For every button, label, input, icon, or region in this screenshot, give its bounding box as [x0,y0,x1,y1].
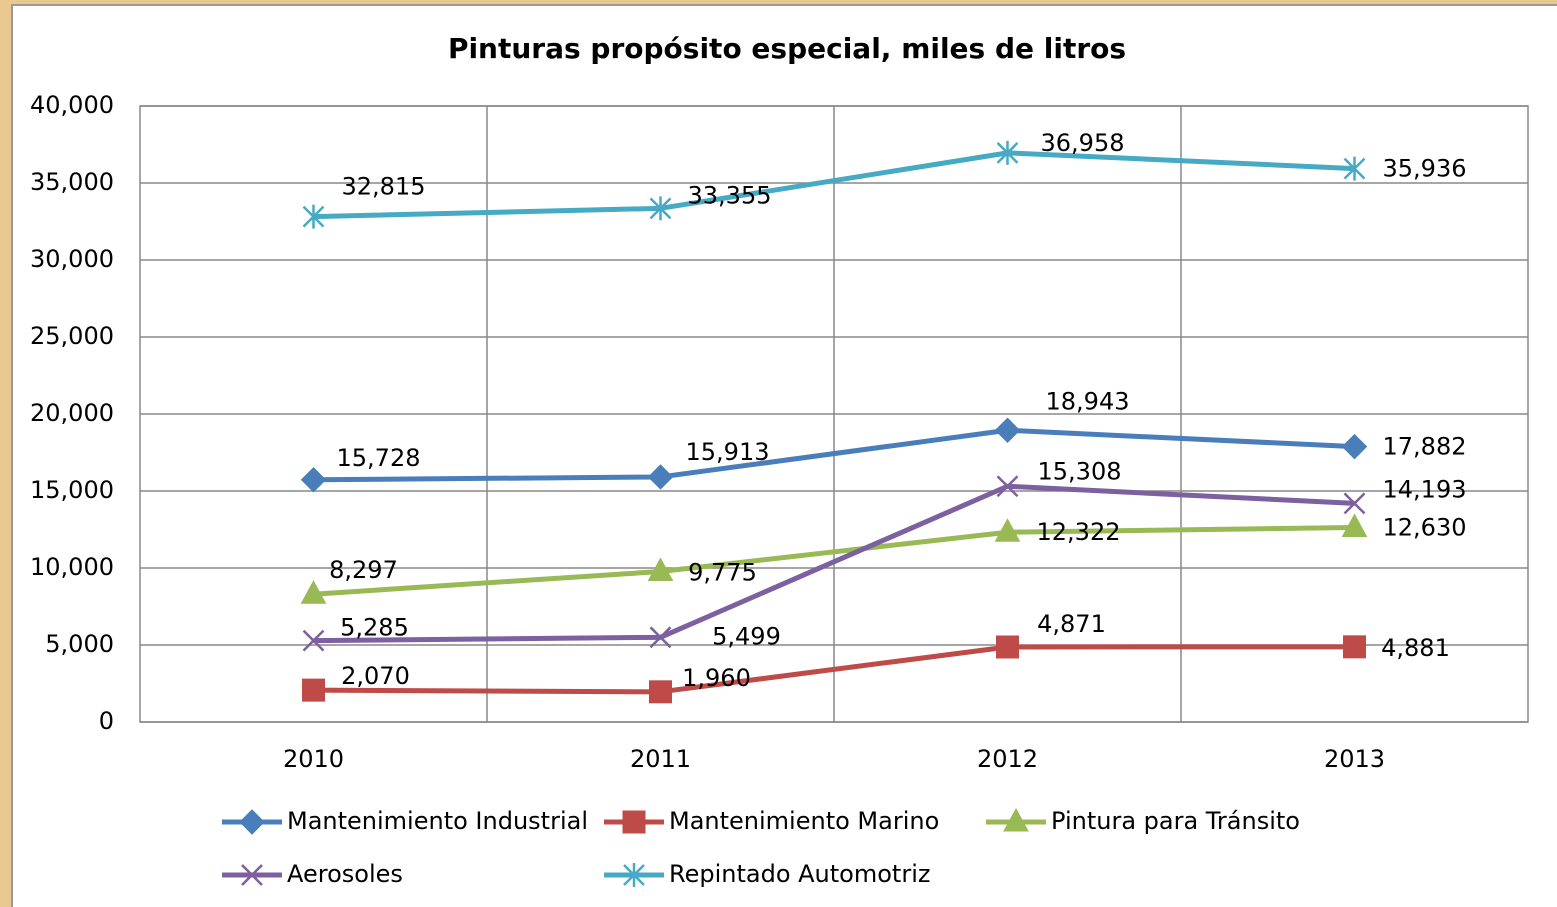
data-label: 15,913 [686,438,770,466]
y-tick-label: 10,000 [30,553,114,581]
legend-label: Mantenimiento Marino [669,807,939,835]
chart-area [11,4,1557,907]
y-tick-label: 40,000 [30,91,114,119]
data-point [1343,635,1366,659]
data-point [996,475,1019,498]
data-point [300,467,327,493]
data-label: 15,728 [337,444,421,472]
data-label: 4,871 [1037,610,1106,638]
data-label: 12,322 [1037,518,1121,546]
legend-label: Pintura para Tránsito [1051,807,1300,835]
data-point [1343,156,1366,181]
data-label: 4,881 [1381,634,1450,662]
legend-label: Mantenimiento Industrial [287,807,588,835]
data-label: 1,960 [682,664,751,692]
data-point [302,629,325,652]
data-label: 8,297 [329,556,398,584]
series-line [313,483,1355,644]
y-tick-label: 35,000 [30,168,114,196]
data-point [300,580,327,604]
series-line [313,427,1355,483]
series-line [313,644,1355,695]
data-label: 15,308 [1038,457,1122,485]
data-label: 18,943 [1046,387,1130,415]
data-point [996,635,1019,659]
y-tick-label: 5,000 [45,630,114,658]
data-label: 5,499 [712,622,781,650]
data-label: 33,355 [688,181,772,209]
x-tick-label: 2011 [630,745,691,773]
data-point [649,626,672,649]
x-tick-label: 2012 [977,745,1038,773]
legend-label: Aerosoles [287,860,403,888]
data-label: 14,193 [1383,475,1467,503]
data-label: 32,815 [342,173,426,201]
data-label: 5,285 [340,614,409,642]
data-point [1341,433,1368,460]
data-point [994,518,1021,542]
legend-marker [239,809,265,835]
data-point [994,417,1021,443]
data-label: 2,070 [341,662,410,690]
y-tick-label: 30,000 [30,245,114,273]
data-point [647,557,674,581]
chart-title: Pinturas propósito especial, miles de li… [448,32,1126,65]
legend-marker [241,864,263,886]
data-point [649,196,672,221]
series-line [313,150,1355,220]
data-label: 36,958 [1041,129,1125,157]
data-label: 35,936 [1383,155,1467,183]
data-point [649,680,672,704]
legend-marker [622,810,646,834]
data-point [996,140,1019,165]
legend-label: Repintado Automotriz [669,860,930,888]
y-tick-label: 25,000 [30,322,114,350]
data-point [302,204,325,229]
y-tick-label: 0 [99,707,114,735]
legend-marker [1003,807,1029,832]
y-tick-label: 15,000 [30,476,114,504]
data-label: 12,630 [1383,513,1467,541]
data-point [302,678,325,702]
y-tick-label: 20,000 [30,399,114,427]
data-point [1341,513,1368,537]
series-line [313,524,1355,597]
data-label: 17,882 [1383,433,1467,461]
x-tick-label: 2013 [1324,745,1385,773]
data-point [1343,492,1366,515]
data-point [647,464,674,490]
data-label: 9,775 [688,558,757,586]
x-tick-label: 2010 [283,745,344,773]
legend-marker [623,863,645,887]
